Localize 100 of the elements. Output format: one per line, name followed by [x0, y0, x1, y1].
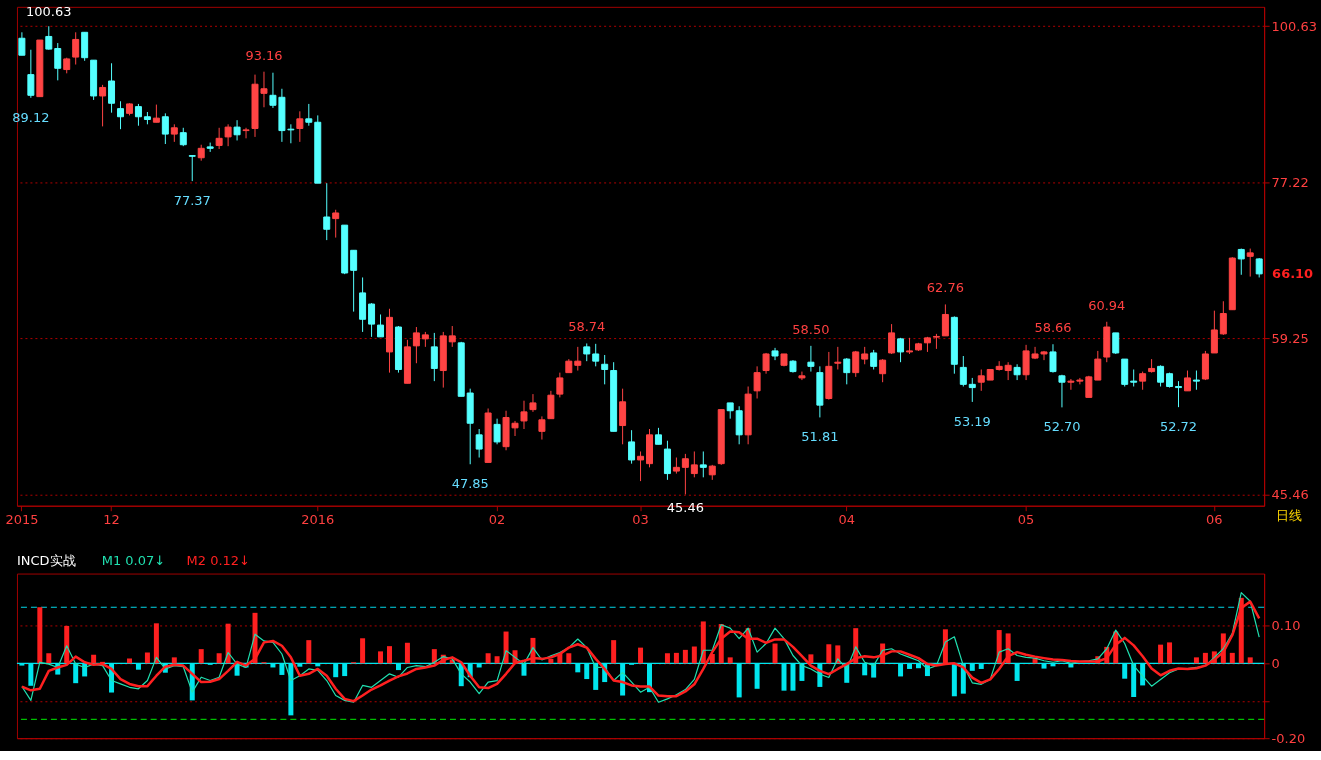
candlestick	[699, 450, 707, 478]
candlestick	[520, 400, 528, 430]
candlestick	[377, 313, 385, 338]
bar	[664, 653, 670, 664]
bar	[485, 653, 491, 664]
bar	[1167, 642, 1173, 664]
bar	[404, 642, 410, 664]
candlestick	[852, 350, 860, 378]
bar	[996, 630, 1002, 664]
x-tick-label: 05	[1017, 512, 1035, 528]
bar	[306, 640, 312, 664]
y-tick-label: 77.22	[1271, 174, 1309, 190]
candlestick	[233, 119, 241, 141]
bar	[808, 654, 814, 664]
bar	[37, 607, 43, 664]
text: M2 0.12↓	[186, 552, 250, 568]
candlestick	[54, 42, 62, 81]
candlestick	[1013, 363, 1021, 381]
y-tick-label: 0.10	[1271, 618, 1301, 634]
candlestick	[242, 127, 250, 139]
annotation: 58.74	[568, 319, 606, 335]
bar	[611, 640, 617, 664]
candlestick	[448, 325, 456, 348]
bar	[225, 623, 231, 664]
bar	[1158, 644, 1164, 664]
bar	[198, 649, 204, 664]
candlestick	[1255, 257, 1263, 278]
y-tick-label: 45.46	[1271, 486, 1309, 502]
y-tick-label: 59.25	[1271, 330, 1309, 346]
candlestick	[574, 346, 582, 372]
candlestick	[628, 429, 636, 465]
candlestick	[538, 415, 546, 441]
candlestick	[332, 209, 340, 239]
candlestick	[529, 393, 537, 413]
candlestick	[1058, 374, 1066, 408]
candlestick	[1210, 310, 1218, 354]
bar	[91, 654, 97, 664]
chart-title: INCD实战	[16, 552, 76, 568]
candlestick	[547, 390, 555, 420]
candlestick	[1192, 370, 1200, 391]
candlestick	[807, 345, 815, 373]
bar	[700, 621, 706, 664]
annotation: 52.70	[1043, 419, 1081, 435]
y-tick-label: 100.63	[1271, 18, 1317, 34]
candlestick	[879, 358, 887, 383]
candlestick	[556, 372, 564, 398]
bar	[1193, 657, 1199, 664]
candlestick	[215, 127, 223, 150]
candlestick	[959, 355, 967, 388]
annotation: 47.85	[451, 476, 489, 492]
candlestick	[1219, 300, 1227, 336]
candlestick	[1175, 380, 1182, 408]
x-tick-label: 06	[1206, 512, 1223, 528]
text: M1 0.07↓	[101, 552, 166, 568]
x-tick-label: 03	[632, 512, 649, 528]
candlestick	[870, 349, 878, 370]
bar	[593, 663, 599, 690]
bar	[360, 638, 366, 664]
annotation: 51.81	[801, 429, 839, 445]
candlestick	[888, 323, 896, 355]
annotation: 53.19	[953, 413, 991, 429]
y-tick-label: 0	[1271, 655, 1280, 671]
bar	[673, 652, 679, 664]
candlestick	[475, 428, 483, 459]
annotation: 62.76	[926, 280, 964, 296]
candlestick	[968, 377, 976, 403]
annotation: 52.72	[1159, 419, 1198, 435]
bar	[566, 653, 572, 664]
bar	[1229, 652, 1235, 664]
candlestick	[430, 332, 438, 382]
candlestick	[753, 365, 761, 399]
bar	[638, 647, 644, 664]
candlestick	[941, 303, 949, 337]
x-tick-label: 02	[488, 512, 506, 528]
candlestick	[1139, 371, 1147, 391]
bar	[942, 629, 948, 664]
bar	[171, 657, 177, 664]
bar	[126, 658, 132, 664]
candlestick	[843, 357, 851, 385]
bar	[378, 651, 384, 664]
candlestick	[350, 249, 358, 313]
annotation: 58.50	[792, 321, 830, 337]
candlestick	[1157, 364, 1165, 388]
candlestick	[188, 155, 196, 182]
candlestick	[323, 182, 331, 241]
x-tick-label: 04	[838, 512, 856, 528]
bar	[153, 623, 159, 664]
candlestick	[45, 25, 53, 51]
bar	[772, 643, 778, 664]
bar	[727, 657, 733, 664]
candlestick	[305, 103, 313, 127]
bar	[144, 652, 150, 664]
candlestick	[368, 302, 376, 338]
candlestick	[99, 84, 107, 127]
bar	[548, 658, 554, 664]
annotation: 77.37	[173, 193, 211, 209]
bar	[1247, 657, 1253, 664]
candlestick	[1094, 350, 1102, 381]
annotation: 58.66	[1034, 320, 1072, 336]
candlestick	[224, 123, 232, 147]
